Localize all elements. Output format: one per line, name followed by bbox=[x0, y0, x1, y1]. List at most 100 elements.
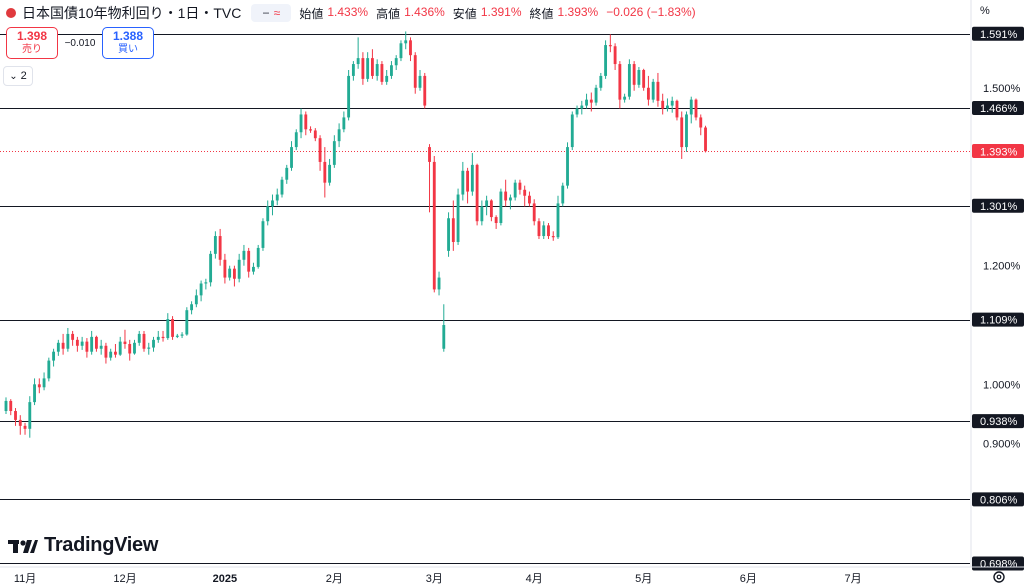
buy-label: 買い bbox=[118, 44, 138, 55]
y-tick-label: 1.000% bbox=[983, 379, 1021, 391]
candle-body bbox=[661, 100, 665, 109]
candle bbox=[485, 195, 489, 216]
candle bbox=[256, 244, 260, 269]
candle-body bbox=[75, 339, 79, 346]
candle-body bbox=[685, 114, 688, 148]
close-label: 終値 bbox=[529, 6, 554, 21]
candle bbox=[370, 49, 374, 79]
candle-body bbox=[670, 100, 674, 106]
tradingview-logo-icon bbox=[8, 539, 38, 553]
candle-body bbox=[632, 64, 636, 85]
candle-body bbox=[566, 147, 569, 186]
horizontal-line-badge bbox=[972, 26, 1024, 41]
legend-toggle-button[interactable]: − ≈ bbox=[251, 4, 292, 22]
candle bbox=[166, 313, 170, 340]
candle-body bbox=[342, 117, 346, 130]
buy-price: 1.388 bbox=[112, 29, 144, 43]
candle bbox=[589, 92, 593, 112]
candle bbox=[613, 43, 617, 70]
candle bbox=[290, 141, 293, 171]
candle-body bbox=[280, 179, 284, 195]
indicators-collapse-button[interactable]: ⌄ 2 bbox=[3, 66, 33, 86]
horizontal-line-label: 1.109% bbox=[980, 315, 1018, 327]
candle bbox=[128, 339, 132, 361]
candle-body bbox=[218, 236, 222, 260]
candle-body bbox=[299, 114, 303, 133]
candle bbox=[523, 185, 527, 207]
candle bbox=[428, 144, 431, 213]
high-label: 高値 bbox=[376, 6, 401, 21]
candle-body bbox=[627, 64, 631, 97]
candle bbox=[232, 265, 236, 287]
candle bbox=[418, 69, 422, 91]
candle bbox=[513, 179, 517, 201]
candle bbox=[294, 129, 298, 151]
candle bbox=[318, 135, 322, 171]
candle bbox=[56, 339, 60, 356]
candle-body bbox=[190, 304, 194, 311]
candle-body bbox=[194, 295, 198, 305]
candle bbox=[171, 316, 174, 340]
candle-body bbox=[646, 87, 650, 100]
candle-body bbox=[704, 127, 707, 152]
candle-body bbox=[304, 114, 308, 130]
horizontal-line-label: 1.301% bbox=[980, 201, 1018, 213]
indicator-count: 2 bbox=[20, 70, 27, 82]
candle bbox=[75, 336, 79, 352]
candle-body bbox=[470, 164, 474, 192]
candle-body bbox=[608, 45, 612, 47]
candle bbox=[28, 396, 32, 438]
last-price-badge bbox=[972, 144, 1024, 158]
candle bbox=[94, 335, 98, 352]
candle-body bbox=[275, 194, 279, 201]
gear-icon[interactable] bbox=[993, 571, 1005, 583]
candle-body bbox=[542, 225, 546, 237]
candle-body bbox=[90, 336, 94, 352]
candle-body bbox=[80, 341, 84, 346]
price-unit[interactable]: % bbox=[980, 5, 990, 17]
horizontal-line-badge bbox=[972, 414, 1024, 429]
candle-body bbox=[294, 132, 298, 148]
candle bbox=[599, 72, 603, 91]
candle-body bbox=[394, 58, 398, 66]
candle bbox=[209, 250, 213, 287]
candle-body bbox=[556, 203, 560, 238]
x-tick-label: 5月 bbox=[635, 573, 652, 585]
y-tick-label: 0.900% bbox=[983, 439, 1021, 451]
candle bbox=[556, 195, 560, 240]
candle-body bbox=[366, 58, 370, 79]
candle bbox=[266, 200, 270, 226]
candle bbox=[646, 75, 650, 106]
horizontal-line-badge bbox=[972, 100, 1024, 115]
candle bbox=[123, 329, 127, 349]
symbol-title[interactable]: 日本国債10年物利回り・1日・TVC bbox=[22, 5, 242, 21]
candle bbox=[33, 378, 36, 406]
candle bbox=[42, 372, 46, 391]
buy-button[interactable]: 1.388 買い bbox=[102, 27, 154, 59]
candle-body bbox=[689, 99, 693, 115]
candle bbox=[451, 200, 455, 251]
candle bbox=[661, 93, 665, 115]
candle bbox=[694, 98, 698, 121]
candle-body bbox=[332, 141, 336, 165]
candle-body bbox=[152, 339, 155, 348]
candle bbox=[237, 253, 241, 283]
candle-body bbox=[618, 64, 622, 100]
candle bbox=[9, 399, 13, 416]
tradingview-logo: TradingView bbox=[8, 534, 158, 557]
wave-icon: ≈ bbox=[273, 6, 281, 20]
candle bbox=[670, 96, 674, 113]
candle bbox=[685, 111, 688, 152]
sell-button[interactable]: 1.398 売り bbox=[6, 27, 58, 59]
candle-body bbox=[361, 58, 365, 79]
candle-body bbox=[161, 336, 165, 339]
candle bbox=[23, 422, 27, 435]
candle-body bbox=[613, 46, 617, 65]
candle bbox=[642, 68, 646, 91]
candle-body bbox=[656, 81, 660, 101]
ohlc-values: 始値 1.433% 高値 1.436% 安値 1.391% 終値 1.393% −0.0… bbox=[299, 5, 695, 22]
candle-body bbox=[147, 347, 151, 349]
low-label: 安値 bbox=[452, 6, 477, 21]
candle bbox=[252, 262, 255, 275]
